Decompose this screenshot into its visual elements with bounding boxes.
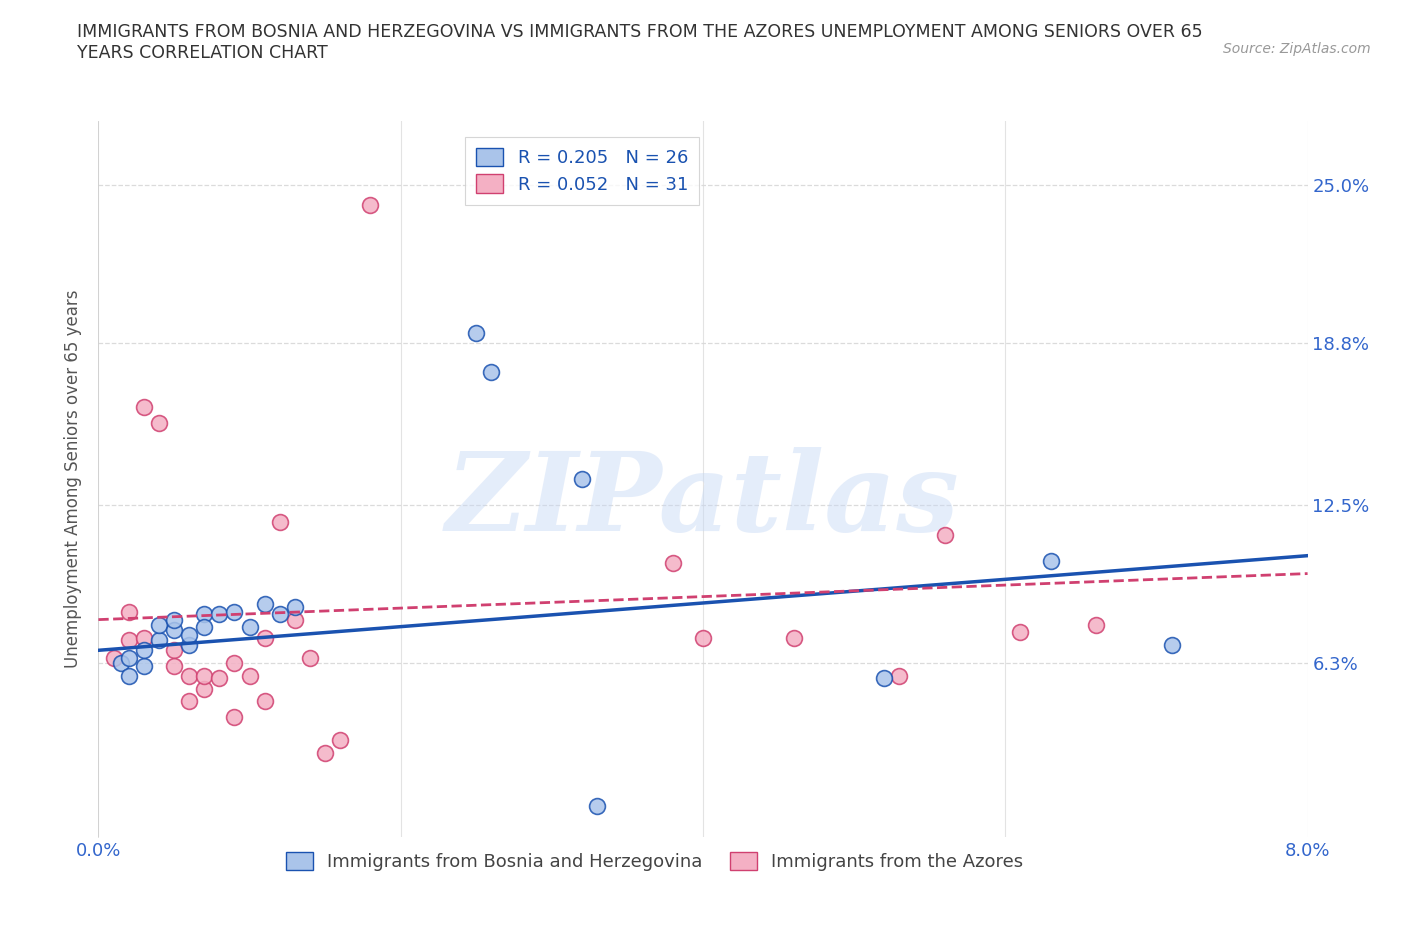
- Point: [239, 669, 262, 684]
- Point: [269, 607, 291, 622]
- Point: [208, 607, 231, 622]
- Point: [132, 631, 155, 645]
- Point: [465, 326, 488, 340]
- Point: [1010, 625, 1032, 640]
- Point: [284, 600, 307, 615]
- Point: [934, 528, 956, 543]
- Point: [179, 669, 201, 684]
- Point: [253, 597, 276, 612]
- Point: [148, 415, 170, 430]
- Point: [783, 631, 806, 645]
- Point: [1160, 638, 1182, 653]
- Point: [299, 651, 322, 666]
- Point: [163, 622, 186, 637]
- Point: [163, 643, 186, 658]
- Point: [661, 556, 683, 571]
- Point: [329, 733, 352, 748]
- Point: [224, 710, 246, 724]
- Text: ZIPatlas: ZIPatlas: [446, 446, 960, 554]
- Point: [224, 656, 246, 671]
- Point: [118, 632, 141, 647]
- Text: Source: ZipAtlas.com: Source: ZipAtlas.com: [1223, 42, 1371, 56]
- Point: [360, 198, 382, 213]
- Point: [253, 694, 276, 709]
- Point: [132, 643, 155, 658]
- Point: [193, 681, 215, 696]
- Point: [163, 658, 186, 673]
- Point: [1085, 618, 1108, 632]
- Text: IMMIGRANTS FROM BOSNIA AND HERZEGOVINA VS IMMIGRANTS FROM THE AZORES UNEMPLOYMEN: IMMIGRANTS FROM BOSNIA AND HERZEGOVINA V…: [77, 23, 1204, 62]
- Point: [692, 631, 714, 645]
- Point: [103, 651, 125, 666]
- Point: [239, 620, 262, 635]
- Point: [586, 799, 609, 814]
- Point: [148, 618, 170, 632]
- Point: [118, 669, 141, 684]
- Point: [132, 400, 155, 415]
- Point: [193, 607, 215, 622]
- Point: [132, 658, 155, 673]
- Point: [193, 669, 215, 684]
- Point: [314, 745, 336, 760]
- Point: [118, 604, 141, 619]
- Point: [224, 604, 246, 619]
- Point: [481, 365, 503, 379]
- Point: [148, 632, 170, 647]
- Point: [163, 612, 186, 627]
- Point: [1039, 553, 1062, 568]
- Point: [284, 612, 307, 627]
- Point: [208, 671, 231, 686]
- Point: [193, 620, 215, 635]
- Point: [873, 671, 896, 686]
- Y-axis label: Unemployment Among Seniors over 65 years: Unemployment Among Seniors over 65 years: [65, 290, 83, 668]
- Point: [118, 651, 141, 666]
- Point: [253, 631, 276, 645]
- Point: [889, 669, 911, 684]
- Point: [179, 638, 201, 653]
- Point: [179, 694, 201, 709]
- Legend: Immigrants from Bosnia and Herzegovina, Immigrants from the Azores: Immigrants from Bosnia and Herzegovina, …: [278, 844, 1031, 878]
- Point: [179, 628, 201, 643]
- Point: [571, 472, 593, 486]
- Point: [269, 515, 291, 530]
- Point: [110, 656, 132, 671]
